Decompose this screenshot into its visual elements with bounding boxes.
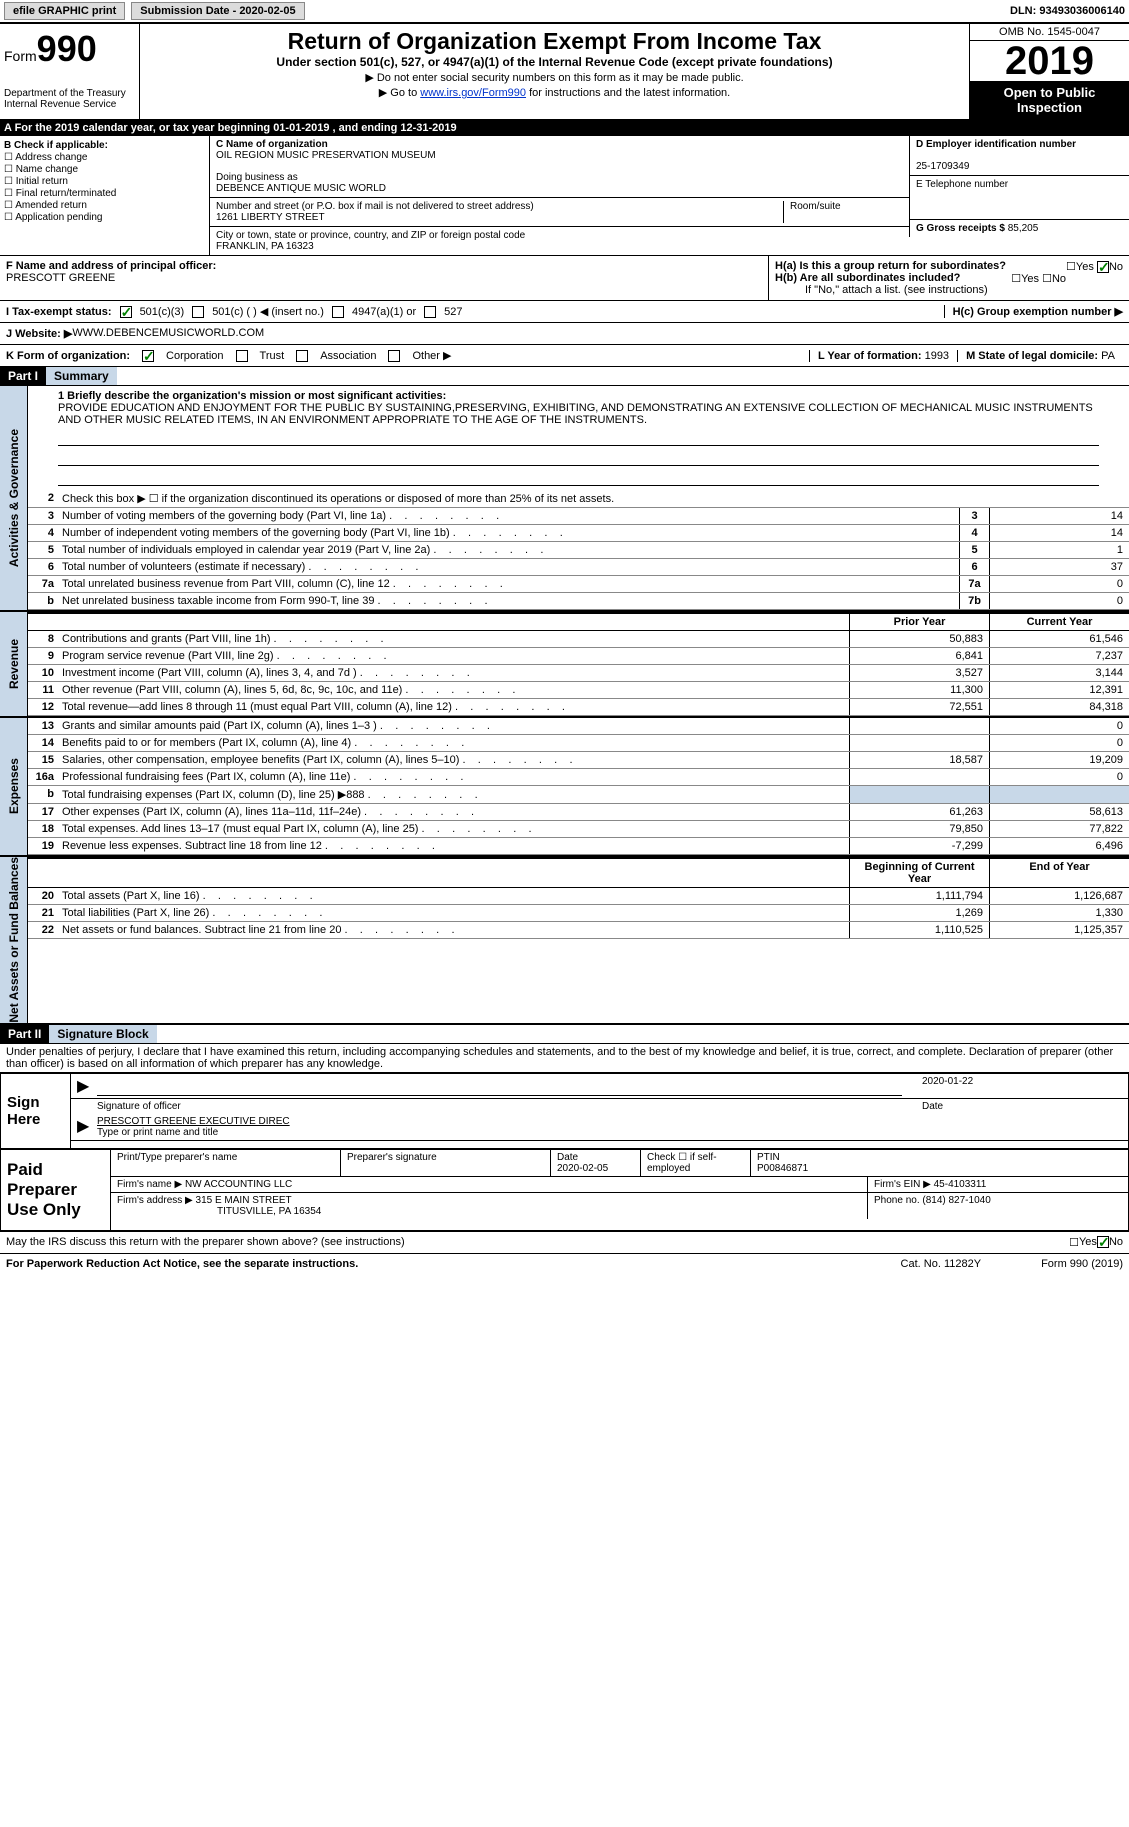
section-b: B Check if applicable: ☐ Address change … [0, 136, 1129, 256]
submission-date: Submission Date - 2020-02-05 [131, 2, 304, 20]
header: Form990 Department of the Treasury Inter… [0, 24, 1129, 120]
irs-link[interactable]: www.irs.gov/Form990 [420, 87, 526, 99]
501c3-check[interactable] [120, 306, 132, 318]
form-title: Return of Organization Exempt From Incom… [144, 28, 965, 55]
topbar: efile GRAPHIC print Submission Date - 20… [0, 0, 1129, 24]
dln: DLN: 93493036006140 [1010, 5, 1125, 17]
efile-btn[interactable]: efile GRAPHIC print [4, 2, 125, 20]
bar-a: A For the 2019 calendar year, or tax yea… [0, 120, 1129, 136]
